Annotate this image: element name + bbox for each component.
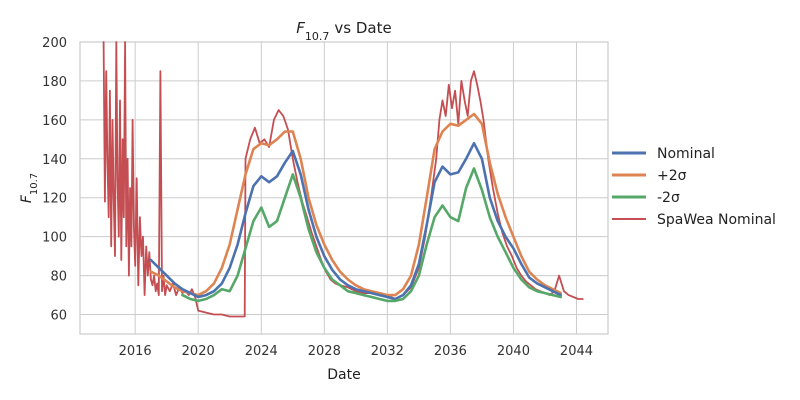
chart-legend: Nominal +2σ -2σ SpaWea Nominal [612,146,776,228]
plot-area [79,41,609,335]
y-tick-label: 140 [42,153,67,168]
x-tick-label: 2024 [245,344,278,359]
title-rest: vs Date [334,19,391,37]
legend-label-spawea-nominal: SpaWea Nominal [657,212,776,228]
series-line-plus-2-sigma [149,112,563,297]
y-tick-label: 200 [42,36,67,51]
x-tick-labels: 2016 2020 2024 2028 2032 2036 2040 2044 [119,344,593,359]
x-tick-label: 2044 [560,344,593,359]
x-tick-label: 2032 [371,344,404,359]
y-tick-label: 180 [42,75,67,90]
y-tick-label: 80 [50,270,67,285]
x-axis-label: Date [327,367,360,383]
x-tick-label: 2016 [119,344,152,359]
y-tick-label: 120 [42,192,67,207]
ylabel-subscript: 10.7 [29,173,40,195]
legend-label-minus-2-sigma: -2σ [657,190,680,206]
y-tick-labels: 60 80 100 120 140 160 180 200 [42,36,67,324]
x-tick-label: 2040 [497,344,530,359]
legend-label-plus-2-sigma: +2σ [657,168,687,184]
x-tick-label: 2028 [308,344,341,359]
series-line-nominal [149,141,563,301]
title-subscript: 10.7 [305,30,330,43]
x-tick-label: 2036 [434,344,467,359]
series-line-spawea-nominal [102,41,584,318]
title-symbol: F [296,19,305,37]
y-axis-label: F10.7 [19,173,40,203]
x-tick-label: 2020 [182,344,215,359]
series-layer [102,41,584,318]
ylabel-symbol: F [19,194,35,203]
y-tick-label: 100 [42,231,67,246]
y-tick-label: 60 [50,309,67,324]
x-gridlines [134,42,577,334]
y-tick-label: 160 [42,114,67,129]
series-line-minus-2-sigma [181,167,563,303]
chart-title: F10.7 vs Date [296,19,391,43]
legend-label-nominal: Nominal [657,146,715,162]
